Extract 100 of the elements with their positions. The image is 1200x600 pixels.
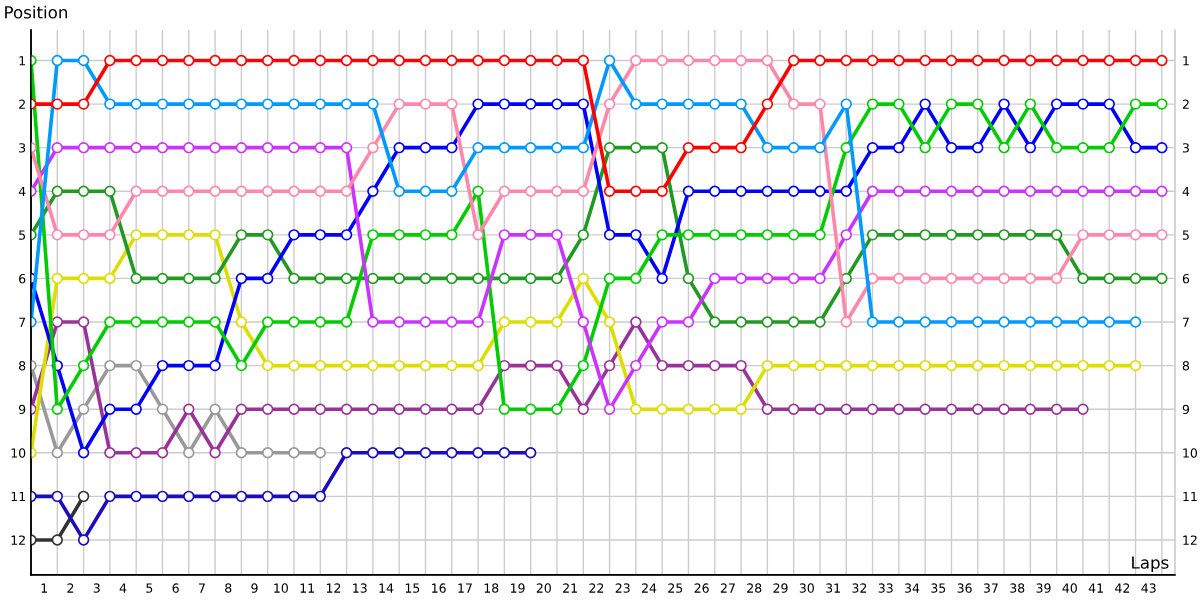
point: [288, 447, 300, 459]
point: [51, 316, 63, 328]
point: [840, 316, 852, 328]
point: [682, 403, 695, 415]
point: [1077, 403, 1089, 415]
point: [209, 54, 221, 67]
point: [104, 359, 116, 372]
point: [314, 403, 326, 415]
point: [551, 272, 563, 285]
point: [761, 141, 774, 154]
x-tick-label: 16: [432, 583, 446, 593]
y-tick-label: 8: [19, 361, 26, 371]
point: [156, 141, 169, 154]
point: [1024, 54, 1037, 67]
point: [314, 141, 326, 154]
point: [761, 229, 774, 241]
point: [261, 359, 274, 372]
y-tick-label: 11: [11, 491, 25, 502]
y-tick-label: 2: [19, 99, 25, 109]
point: [367, 447, 379, 459]
point: [709, 229, 721, 241]
point: [235, 403, 248, 415]
point: [630, 229, 642, 241]
point: [603, 141, 616, 154]
point: [367, 54, 379, 67]
point: [551, 316, 563, 328]
point: [183, 185, 195, 197]
point: [393, 141, 405, 154]
point: [340, 359, 353, 372]
point: [288, 490, 300, 503]
point: [761, 359, 774, 372]
point: [577, 359, 589, 372]
y2-tick-label: 10: [1183, 448, 1198, 458]
point: [419, 54, 432, 67]
point: [367, 141, 379, 154]
point: [393, 316, 405, 328]
point: [656, 272, 668, 285]
point: [156, 359, 169, 372]
y2-tick-label: 3: [1182, 143, 1189, 153]
point: [551, 98, 563, 110]
x-tick-label: 40: [1062, 583, 1077, 593]
point: [446, 141, 458, 154]
point: [840, 359, 852, 372]
point: [156, 229, 169, 241]
point: [130, 359, 142, 372]
point: [656, 359, 668, 372]
point: [709, 359, 721, 372]
point: [945, 359, 958, 372]
y2-tick-label: 12: [1183, 535, 1197, 545]
point: [524, 272, 537, 285]
point: [524, 403, 537, 415]
point: [972, 141, 984, 154]
point: [814, 359, 826, 372]
x-tick-label: 13: [353, 583, 367, 593]
point: [840, 185, 852, 197]
point: [893, 185, 905, 197]
x-tick-label: 36: [957, 583, 972, 593]
point: [288, 54, 300, 67]
point: [104, 54, 116, 67]
x-tick-label: 21: [563, 583, 577, 593]
point: [577, 185, 589, 197]
point: [261, 490, 274, 503]
point: [866, 98, 879, 110]
point: [656, 316, 668, 328]
y2-tick-label: 9: [1182, 404, 1190, 415]
point: [524, 54, 537, 67]
point: [761, 316, 774, 328]
point: [288, 229, 300, 241]
point: [656, 98, 668, 110]
point: [472, 316, 484, 328]
x-tick-label: 38: [1010, 583, 1025, 593]
point: [472, 229, 484, 241]
point: [104, 490, 116, 503]
x-tick-label: 34: [905, 583, 920, 593]
point: [367, 272, 379, 285]
point: [446, 359, 458, 372]
y-tick-label: 4: [18, 186, 26, 197]
point: [972, 229, 984, 241]
point: [183, 316, 195, 328]
point: [840, 98, 852, 110]
point: [446, 54, 458, 67]
point: [814, 98, 826, 110]
point: [51, 141, 63, 154]
point: [393, 359, 405, 372]
point: [156, 316, 169, 328]
x-tick-label: 28: [747, 583, 762, 593]
point: [393, 229, 405, 241]
point: [1103, 229, 1115, 241]
point: [1129, 316, 1142, 328]
point: [130, 185, 142, 197]
point: [603, 359, 616, 372]
point: [1077, 359, 1089, 372]
point: [1024, 272, 1037, 285]
point: [472, 54, 484, 67]
point: [77, 447, 90, 459]
point: [77, 359, 90, 372]
point: [393, 98, 405, 110]
point: [1050, 141, 1063, 154]
point: [1024, 403, 1037, 415]
point: [367, 359, 379, 372]
